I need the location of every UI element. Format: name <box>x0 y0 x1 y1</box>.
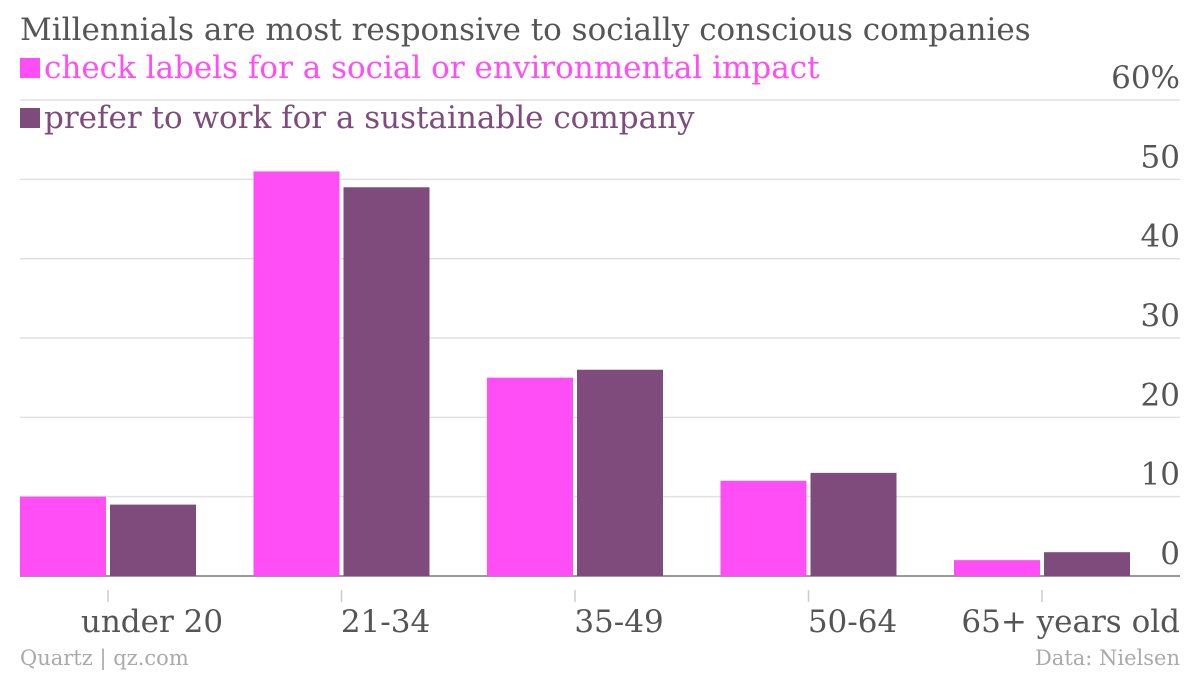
footer-source-right: Data: Nielsen <box>1034 646 1180 670</box>
bar-prefer-work-2 <box>577 369 663 576</box>
bar-prefer-work-4 <box>1044 552 1130 576</box>
bar-prefer-work-3 <box>810 472 897 576</box>
bar-check-labels-2 <box>487 377 573 576</box>
y-tick-label: 60% <box>1111 60 1180 96</box>
y-tick-label: 30 <box>1141 298 1180 334</box>
x-category-label: 21-34 <box>341 604 430 640</box>
y-tick-label: 40 <box>1141 219 1180 255</box>
legend-item-check-labels: check labels for a social or environment… <box>20 50 820 86</box>
y-tick-label: 50 <box>1141 139 1180 175</box>
footer-source-left: Quartz | qz.com <box>20 646 189 670</box>
x-category-label: 50-64 <box>808 604 897 640</box>
chart-title: Millennials are most responsive to socia… <box>20 12 1031 48</box>
legend-label-prefer-work: prefer to work for a sustainable company <box>44 100 695 136</box>
x-category-label: under 20 <box>81 604 223 640</box>
x-category-label: 35-49 <box>574 604 663 640</box>
y-tick-label: 20 <box>1141 377 1180 413</box>
bar-prefer-work-1 <box>343 187 430 576</box>
legend-swatch-check-labels <box>20 58 40 78</box>
y-tick-label: 0 <box>1160 536 1180 572</box>
legend-label-check-labels: check labels for a social or environment… <box>44 50 820 86</box>
x-category-label: 65+ years old <box>961 604 1180 640</box>
legend-swatch-prefer-work <box>20 108 40 128</box>
legend-item-prefer-work: prefer to work for a sustainable company <box>20 100 695 136</box>
bar-prefer-work-0 <box>110 504 196 576</box>
y-tick-label: 10 <box>1141 457 1180 493</box>
bar-check-labels-0 <box>20 496 106 576</box>
bar-check-labels-3 <box>720 480 807 576</box>
bar-check-labels-4 <box>954 560 1040 576</box>
bar-check-labels-1 <box>253 171 340 576</box>
